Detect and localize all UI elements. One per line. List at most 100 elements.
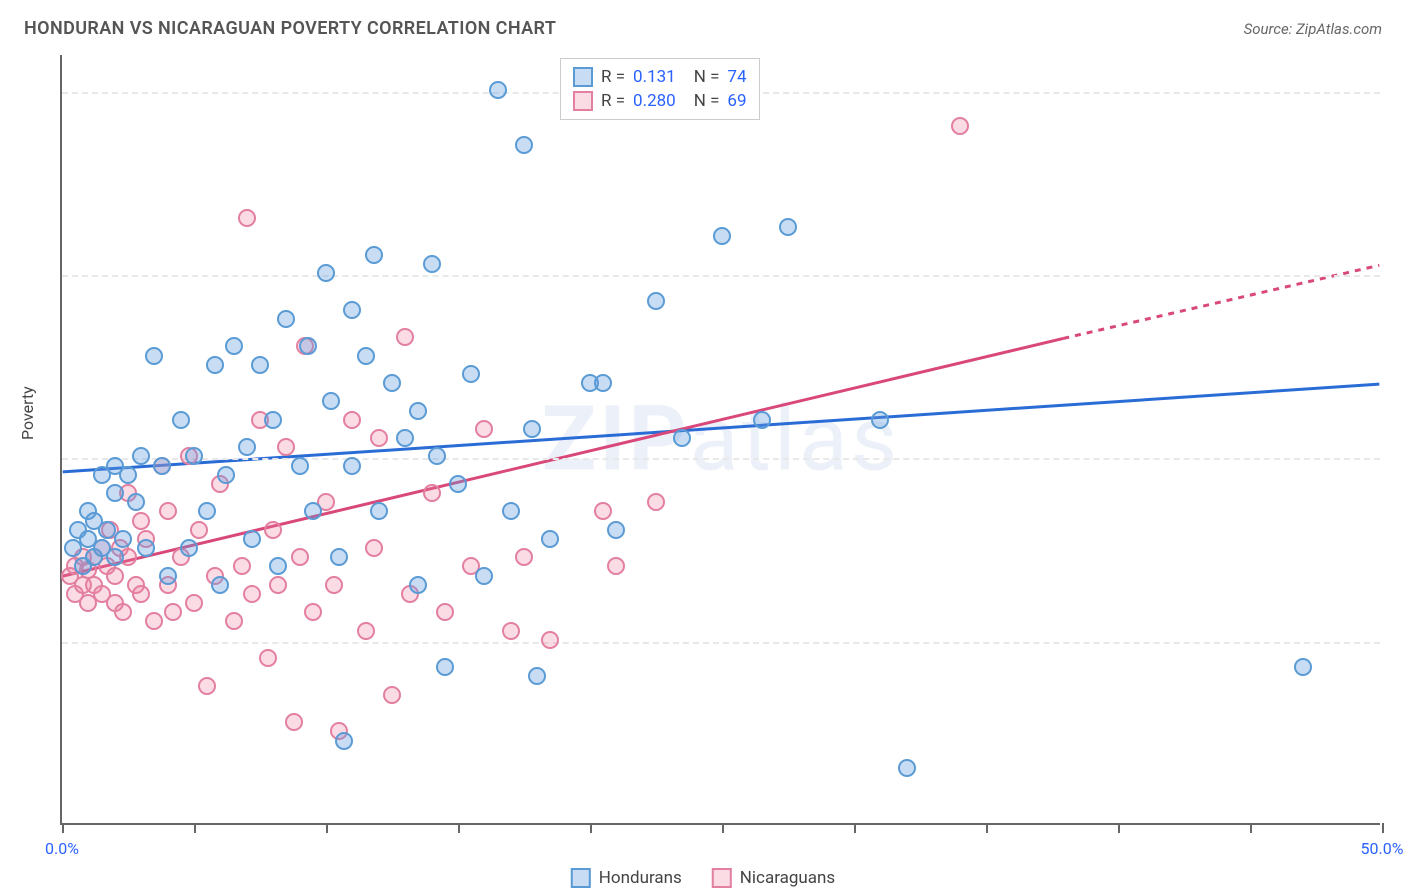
nicaraguans-point <box>198 677 216 695</box>
hondurans-point <box>673 429 691 447</box>
nicaraguans-point <box>370 429 388 447</box>
hondurans-point <box>428 447 446 465</box>
gridline <box>62 642 1380 644</box>
nicaraguans-point <box>285 713 303 731</box>
legend-label-nicaraguans: Nicaraguans <box>740 868 835 888</box>
hondurans-point <box>127 493 145 511</box>
nicaraguans-point <box>343 411 361 429</box>
n-value-hondurans: 74 <box>727 67 746 87</box>
hondurans-point <box>299 337 317 355</box>
hondurans-point <box>119 466 137 484</box>
r-label: R = <box>601 67 625 87</box>
hondurans-point <box>106 548 124 566</box>
nicaraguans-point <box>396 328 414 346</box>
y-tick-label: 10.0% <box>1390 632 1406 651</box>
nicaraguans-point <box>264 521 282 539</box>
y-axis-label: Poverty <box>18 386 37 440</box>
nicaraguans-point <box>225 612 243 630</box>
hondurans-point <box>489 81 507 99</box>
hondurans-point <box>330 548 348 566</box>
x-tick <box>722 823 724 833</box>
hondurans-point <box>206 356 224 374</box>
y-tick-label: 40.0% <box>1390 82 1406 101</box>
legend-item-nicaraguans: Nicaraguans <box>712 868 835 888</box>
hondurans-point <box>1294 658 1312 676</box>
nicaraguans-point <box>304 603 322 621</box>
n-label: N = <box>694 67 720 87</box>
x-tick <box>854 823 856 833</box>
hondurans-point <box>383 374 401 392</box>
hondurans-point <box>515 136 533 154</box>
nicaraguans-point <box>243 585 261 603</box>
x-tick <box>590 823 592 833</box>
nicaraguans-point <box>269 576 287 594</box>
nicaraguans-point <box>145 612 163 630</box>
nicaraguans-point <box>541 631 559 649</box>
hondurans-point <box>647 292 665 310</box>
hondurans-point <box>172 411 190 429</box>
hondurans-point <box>343 301 361 319</box>
hondurans-point <box>871 411 889 429</box>
y-tick-label: 20.0% <box>1390 449 1406 468</box>
chart-title: HONDURAN VS NICARAGUAN POVERTY CORRELATI… <box>24 18 556 39</box>
hondurans-point <box>243 530 261 548</box>
x-tick <box>62 823 64 833</box>
nicaraguans-point <box>132 512 150 530</box>
correlation-legend: R = 0.131 N = 74 R = 0.280 N = 69 <box>560 58 760 120</box>
hondurans-point <box>269 557 287 575</box>
x-tick <box>986 823 988 833</box>
nicaraguans-point <box>132 585 150 603</box>
hondurans-point <box>523 420 541 438</box>
hondurans-point <box>114 530 132 548</box>
hondurans-point <box>475 567 493 585</box>
hondurans-point <box>185 447 203 465</box>
hondurans-point <box>343 457 361 475</box>
hondurans-point <box>449 475 467 493</box>
hondurans-point <box>291 457 309 475</box>
hondurans-point <box>594 374 612 392</box>
swatch-hondurans <box>571 868 591 888</box>
hondurans-point <box>396 429 414 447</box>
hondurans-point <box>198 502 216 520</box>
hondurans-point <box>322 392 340 410</box>
scatter-plot-area: ZIPatlas 10.0%20.0%30.0%40.0%0.0%50.0% <box>60 55 1380 825</box>
nicaraguans-point <box>594 502 612 520</box>
legend-label-hondurans: Hondurans <box>599 868 682 888</box>
hondurans-point <box>225 337 243 355</box>
legend-item-hondurans: Hondurans <box>571 868 682 888</box>
nicaraguans-point <box>114 603 132 621</box>
x-tick-label: 50.0% <box>1361 839 1404 858</box>
nicaraguans-point <box>164 603 182 621</box>
hondurans-point <box>528 667 546 685</box>
nicaraguans-point <box>383 686 401 704</box>
hondurans-point <box>145 347 163 365</box>
nicaraguans-point <box>423 484 441 502</box>
hondurans-point <box>64 539 82 557</box>
nicaraguans-point <box>291 548 309 566</box>
n-value-nicaraguans: 69 <box>727 91 746 111</box>
hondurans-point <box>357 347 375 365</box>
source-name: ZipAtlas.com <box>1296 20 1382 38</box>
nicaraguans-point <box>259 649 277 667</box>
n-label: N = <box>694 91 720 111</box>
nicaraguans-point <box>475 420 493 438</box>
legend-row-hondurans: R = 0.131 N = 74 <box>573 65 747 89</box>
hondurans-point <box>779 218 797 236</box>
nicaraguans-point <box>159 502 177 520</box>
x-tick <box>458 823 460 833</box>
watermark-bold: ZIP <box>542 387 690 492</box>
hondurans-point <box>462 365 480 383</box>
hondurans-point <box>211 576 229 594</box>
hondurans-point <box>159 567 177 585</box>
nicaraguans-point <box>647 493 665 511</box>
x-tick <box>194 823 196 833</box>
hondurans-point <box>370 502 388 520</box>
gridline <box>62 275 1380 277</box>
hondurans-point <box>137 539 155 557</box>
x-tick <box>1250 823 1252 833</box>
nicaraguans-point <box>502 622 520 640</box>
watermark: ZIPatlas <box>542 387 901 492</box>
hondurans-point <box>264 411 282 429</box>
hondurans-point <box>217 466 235 484</box>
hondurans-point <box>365 246 383 264</box>
